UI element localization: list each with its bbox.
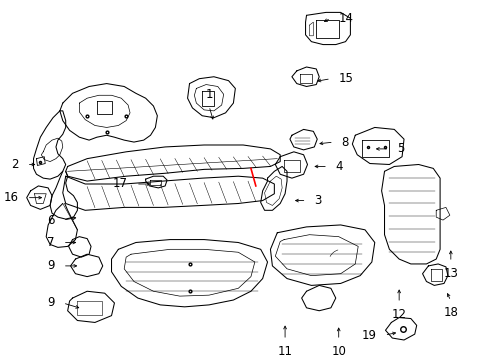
Text: 18: 18 xyxy=(443,306,457,319)
Text: 17: 17 xyxy=(113,177,128,190)
Text: 19: 19 xyxy=(361,329,376,342)
Text: 11: 11 xyxy=(277,345,292,358)
Text: 1: 1 xyxy=(205,88,212,101)
Text: 12: 12 xyxy=(391,308,406,321)
Text: 14: 14 xyxy=(338,12,353,25)
Text: 15: 15 xyxy=(338,72,353,85)
Text: 7: 7 xyxy=(47,236,55,249)
Text: 6: 6 xyxy=(47,213,55,226)
Text: 9: 9 xyxy=(47,296,55,310)
Text: 4: 4 xyxy=(335,160,343,173)
Text: 8: 8 xyxy=(341,136,348,149)
Text: 5: 5 xyxy=(396,143,404,156)
Text: 2: 2 xyxy=(11,158,19,171)
Text: 16: 16 xyxy=(4,191,19,204)
Text: 3: 3 xyxy=(314,194,321,207)
Text: 9: 9 xyxy=(47,260,55,273)
Text: 10: 10 xyxy=(330,345,346,358)
Text: 13: 13 xyxy=(443,267,457,280)
